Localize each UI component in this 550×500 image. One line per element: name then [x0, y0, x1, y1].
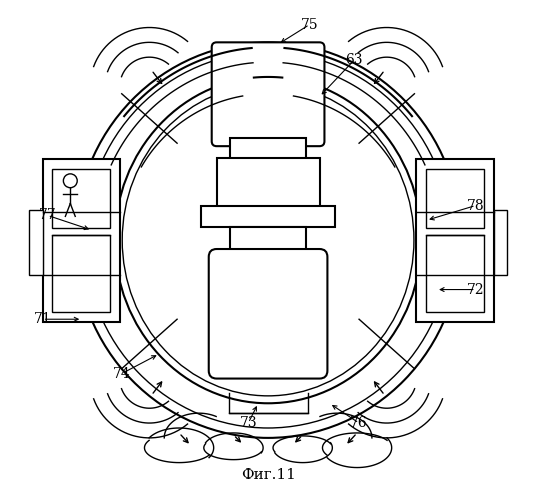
Text: 75: 75 — [301, 18, 318, 32]
Bar — [42, 159, 120, 322]
Bar — [230, 228, 306, 257]
Text: Фиг.11: Фиг.11 — [241, 468, 295, 482]
Bar — [217, 158, 320, 212]
Bar — [52, 235, 110, 312]
Text: 78: 78 — [467, 198, 485, 212]
Text: 63: 63 — [345, 53, 363, 67]
FancyBboxPatch shape — [209, 249, 327, 378]
Bar — [426, 235, 483, 312]
Bar — [426, 169, 483, 228]
Bar — [230, 138, 306, 160]
Bar — [416, 159, 493, 322]
FancyBboxPatch shape — [212, 42, 324, 146]
Text: 71: 71 — [34, 312, 52, 326]
Bar — [201, 206, 336, 228]
Bar — [493, 210, 508, 274]
Text: 76: 76 — [350, 416, 368, 430]
Bar — [29, 210, 42, 274]
Text: 77: 77 — [39, 208, 57, 222]
Text: 72: 72 — [467, 282, 485, 296]
Text: 73: 73 — [239, 416, 257, 430]
Bar — [52, 169, 110, 228]
Text: 74: 74 — [113, 366, 130, 380]
Ellipse shape — [115, 77, 421, 404]
